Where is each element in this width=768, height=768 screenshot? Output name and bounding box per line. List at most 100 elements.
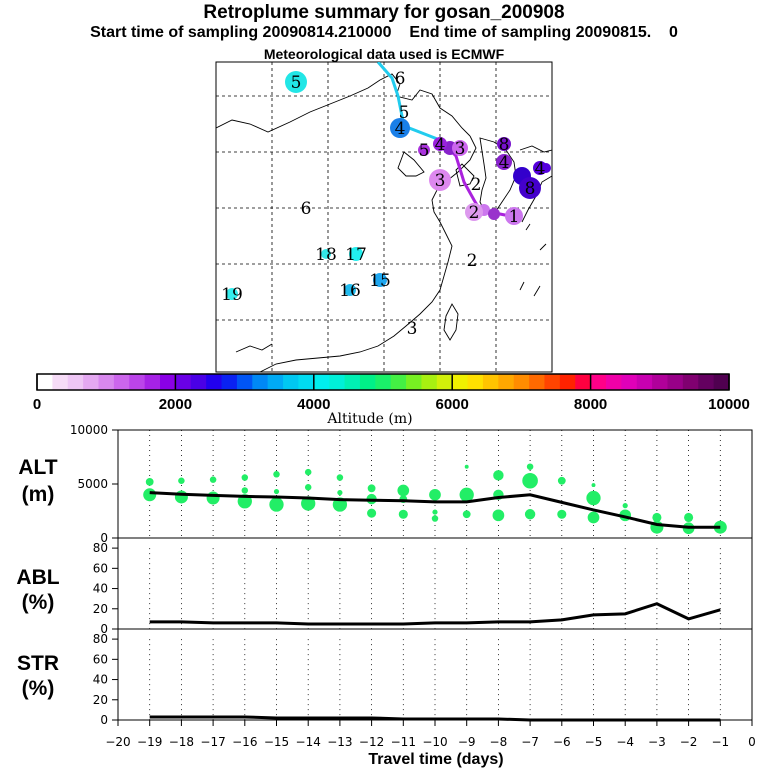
colorbar-tick-label: 10000 (708, 396, 750, 413)
alt-cluster-dot (269, 497, 284, 512)
start-time: Start time of sampling 20090814.210000 (90, 24, 392, 41)
map-marker-label: 4 (395, 119, 406, 139)
map-cluster-dot (373, 273, 387, 287)
colorbar-swatch (513, 374, 530, 390)
alt-cluster-dot (304, 468, 312, 476)
colorbar-swatch (652, 374, 669, 390)
y-tick-label: 20 (93, 693, 108, 707)
alt-cluster-dot (462, 510, 471, 519)
alt-mean-line (149, 491, 721, 529)
alt-cluster-dot (143, 488, 157, 502)
met-data-note: Meteorological data used is ECMWF (263, 46, 505, 62)
colorbar-tick-label: 6000 (436, 396, 469, 413)
end-time-suffix: 0 (669, 24, 678, 41)
panel-alt: ALT (m) 10000 5000 0 (18, 423, 753, 545)
map-marker-label: 4 (499, 153, 510, 173)
coast-bay (455, 163, 475, 187)
colorbar-swatch (83, 374, 100, 390)
alt-cluster-dot (337, 490, 343, 496)
colorbar-swatch (621, 374, 638, 390)
map-marker-label: 16 (339, 281, 361, 301)
x-tick-label: −17 (200, 735, 225, 749)
map-frame (215, 61, 553, 373)
y-tick-label: 20 (93, 602, 108, 616)
map-cluster-dot (349, 247, 363, 261)
sampling-times: Start time of sampling 20090814.210000 E… (0, 24, 768, 42)
y-tick-label: 10000 (70, 423, 108, 437)
alt-cluster-dot (273, 488, 280, 495)
colorbar-swatch (482, 374, 499, 390)
x-tick-label: −9 (458, 735, 476, 749)
map-cluster-dot (418, 144, 430, 156)
colorbar-tick-label: 8000 (574, 396, 607, 413)
colorbar-swatch (421, 374, 438, 390)
colorbar-swatch (713, 374, 730, 390)
border-north (216, 73, 471, 137)
colorbar-swatch (129, 374, 146, 390)
abl-yticks: 80 60 40 20 0 (93, 541, 118, 636)
colorbar-swatch (267, 374, 284, 390)
map-marker-label: 3 (455, 139, 466, 159)
map-cluster-dot (285, 71, 307, 93)
abl-label: ABL (16, 566, 59, 589)
colorbar-swatch (175, 374, 192, 390)
y-tick-label: 5000 (77, 477, 108, 491)
map-cluster-dot (390, 118, 410, 138)
colorbar-label: Altitude (m) (326, 411, 412, 427)
colorbar-swatch (67, 374, 84, 390)
colorbar-swatch (667, 374, 684, 390)
map-marker-label: 4 (435, 135, 446, 155)
x-tick-label: −18 (169, 735, 194, 749)
x-tick-label: −8 (490, 735, 508, 749)
alt-cluster-dot (622, 503, 628, 509)
x-tick-label: −3 (648, 735, 666, 749)
str-unit: (%) (22, 677, 55, 700)
alt-cluster-dot (429, 488, 441, 501)
alt-cluster-dot (206, 491, 220, 505)
alt-cluster-dot (493, 470, 504, 481)
alt-cluster-dot (304, 483, 312, 491)
map-cluster-dot (496, 154, 512, 170)
alt-cluster-dot (145, 477, 154, 486)
panel-abl: ABL (%) 80 60 40 20 0 (16, 537, 753, 636)
map-cluster-dot (533, 161, 547, 175)
y-tick-label: 60 (93, 652, 108, 666)
colorbar-swatch (605, 374, 622, 390)
alt-cluster-dot (367, 508, 377, 518)
map-marker-label: 3 (435, 171, 446, 191)
x-tick-label: −5 (585, 735, 603, 749)
y-tick-label: 0 (100, 713, 108, 727)
str-yticks: 80 60 40 20 0 (93, 632, 118, 727)
alt-cluster-dot (524, 509, 536, 520)
alt-cluster-dot (301, 496, 316, 511)
plot-title: Retroplume summary for gosan_200908 (203, 2, 565, 23)
colorbar-swatch (544, 374, 561, 390)
map-marker-label: 3 (407, 319, 418, 339)
alt-label: ALT (18, 456, 57, 479)
alt-cluster-dot (557, 509, 567, 519)
map-marker-label: 15 (369, 271, 391, 291)
coast-islands (519, 223, 547, 297)
alt-cluster-dot (273, 471, 280, 478)
x-tick-label: −20 (105, 735, 130, 749)
alt-cluster-dot (398, 509, 408, 519)
alt-cluster-dot (431, 515, 439, 522)
x-tick-label: −12 (359, 735, 384, 749)
x-tick-label: 0 (748, 735, 756, 749)
colorbar-swatch (375, 374, 392, 390)
colorbar-tick-label: 4000 (297, 396, 330, 413)
x-tick-label: −4 (616, 735, 634, 749)
map-cluster-dot (465, 203, 483, 221)
abl-unit: (%) (22, 591, 55, 614)
y-tick-label: 60 (93, 561, 108, 575)
y-tick-label: 0 (100, 622, 108, 636)
colorbar-swatch (313, 374, 330, 390)
x-tick-label: −6 (553, 735, 571, 749)
colorbar-swatch (682, 374, 699, 390)
coast-korea (479, 137, 517, 215)
colorbar-swatch (559, 374, 576, 390)
map-marker-label: 1 (509, 207, 520, 227)
